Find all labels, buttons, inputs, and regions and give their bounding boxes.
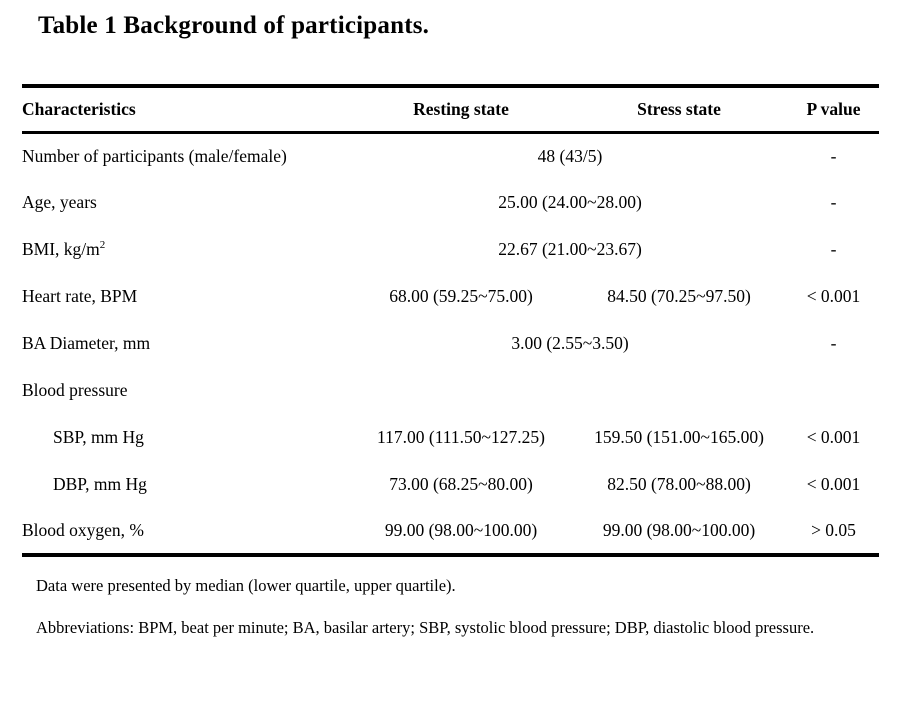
cell-p-value: > 0.05 bbox=[811, 520, 856, 540]
document-page: Table 1 Background of participants. Char… bbox=[0, 12, 922, 709]
footnote-abbreviations: Abbreviations: BPM, beat per minute; BA,… bbox=[36, 618, 815, 637]
row-label: SBP, mm Hg bbox=[53, 427, 144, 447]
table-row: DBP, mm Hg 73.00 (68.25~80.00) 82.50 (78… bbox=[22, 461, 879, 508]
cell-p-value: - bbox=[830, 239, 837, 259]
table-row: Age, years 25.00 (24.00~28.00) - bbox=[22, 179, 879, 226]
row-label-text: BMI, kg/m bbox=[22, 239, 100, 259]
cell-stress-value: 159.50 (151.00~165.00) bbox=[594, 427, 764, 447]
row-label: BMI, kg/m2 bbox=[22, 226, 352, 273]
cell-stress-value: 99.00 (98.00~100.00) bbox=[602, 520, 756, 540]
cell-p-value: - bbox=[830, 333, 837, 353]
row-label: BA Diameter, mm bbox=[22, 333, 151, 353]
cell-merged-value: 3.00 (2.55~3.50) bbox=[511, 333, 629, 353]
row-label: DBP, mm Hg bbox=[53, 474, 147, 494]
cell-stress-value: 82.50 (78.00~88.00) bbox=[607, 474, 751, 494]
row-label: Blood oxygen, % bbox=[22, 520, 145, 540]
table-row: BA Diameter, mm 3.00 (2.55~3.50) - bbox=[22, 320, 879, 367]
footnote-data-presentation: Data were presented by median (lower qua… bbox=[36, 576, 456, 595]
row-label: Number of participants (male/female) bbox=[22, 145, 287, 166]
header-resting-state: Resting state bbox=[413, 98, 509, 119]
cell-p-value: < 0.001 bbox=[806, 427, 861, 447]
row-label: Heart rate, BPM bbox=[22, 286, 138, 306]
cell-p-value: - bbox=[830, 145, 837, 166]
row-label-superscript: 2 bbox=[99, 239, 106, 252]
cell-resting-value: 99.00 (98.00~100.00) bbox=[384, 520, 538, 540]
table-row: BMI, kg/m2 22.67 (21.00~23.67) - bbox=[22, 226, 879, 273]
header-p-value: P value bbox=[806, 98, 861, 119]
table-row: Blood oxygen, % 99.00 (98.00~100.00) 99.… bbox=[22, 508, 879, 555]
table-row-section: Blood pressure bbox=[22, 367, 879, 414]
row-label: Blood pressure bbox=[22, 380, 128, 400]
cell-resting-value: 68.00 (59.25~75.00) bbox=[389, 286, 533, 306]
cell-merged-value: 22.67 (21.00~23.67) bbox=[498, 239, 642, 259]
cell-p-value: < 0.001 bbox=[806, 286, 861, 306]
table-row: Heart rate, BPM 68.00 (59.25~75.00) 84.5… bbox=[22, 273, 879, 320]
cell-merged-value: 25.00 (24.00~28.00) bbox=[498, 192, 642, 212]
cell-merged-value: 48 (43/5) bbox=[537, 145, 603, 166]
table-row: Number of participants (male/female) 48 … bbox=[22, 132, 879, 179]
cell-stress-value: 84.50 (70.25~97.50) bbox=[607, 286, 751, 306]
table-row: SBP, mm Hg 117.00 (111.50~127.25) 159.50… bbox=[22, 414, 879, 461]
participants-table: Characteristics Resting state Stress sta… bbox=[22, 84, 879, 557]
cell-resting-value: 117.00 (111.50~127.25) bbox=[377, 427, 545, 447]
header-stress-state: Stress state bbox=[637, 98, 721, 119]
empty-cells bbox=[352, 367, 879, 414]
table-footnotes: Data were presented by median (lower qua… bbox=[36, 565, 848, 649]
cell-p-value: < 0.001 bbox=[806, 474, 861, 494]
table-title: Table 1 Background of participants. bbox=[38, 12, 430, 39]
cell-p-value: - bbox=[830, 192, 837, 212]
cell-resting-value: 73.00 (68.25~80.00) bbox=[389, 474, 533, 494]
row-label: Age, years bbox=[22, 192, 97, 212]
table-header-row: Characteristics Resting state Stress sta… bbox=[22, 86, 879, 132]
header-characteristics: Characteristics bbox=[22, 98, 136, 119]
